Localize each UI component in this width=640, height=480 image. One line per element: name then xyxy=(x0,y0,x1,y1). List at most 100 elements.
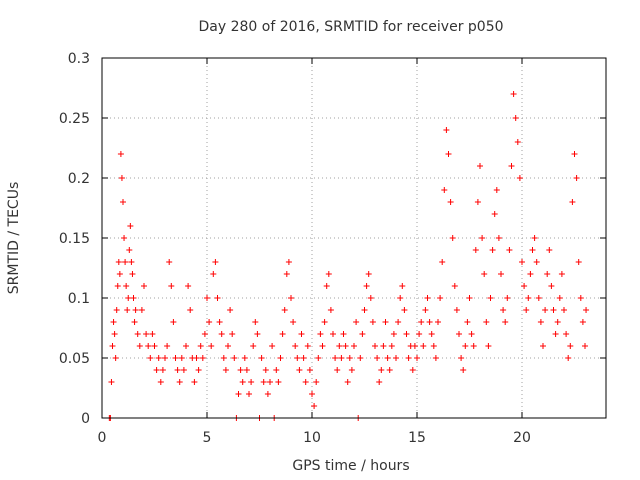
data-point xyxy=(344,379,351,385)
data-point xyxy=(573,175,580,181)
data-point xyxy=(470,343,477,349)
data-point xyxy=(292,343,299,349)
data-point xyxy=(357,355,364,361)
data-point xyxy=(546,247,553,253)
data-point xyxy=(330,331,336,337)
data-point xyxy=(493,187,500,193)
data-point xyxy=(168,283,175,289)
data-point xyxy=(155,355,162,361)
data-point xyxy=(216,319,223,325)
data-point xyxy=(451,283,458,289)
data-point xyxy=(426,319,433,325)
data-point xyxy=(405,355,412,361)
data-point xyxy=(504,295,511,301)
data-point xyxy=(145,343,152,349)
data-point xyxy=(487,295,494,301)
data-point xyxy=(191,379,198,385)
data-point xyxy=(428,331,435,337)
data-point xyxy=(201,331,208,337)
data-point xyxy=(218,331,225,337)
data-point xyxy=(565,355,572,361)
data-point xyxy=(435,319,441,325)
data-point xyxy=(483,319,490,325)
data-point xyxy=(401,307,408,313)
data-point xyxy=(290,319,297,325)
data-point xyxy=(172,355,179,361)
data-point xyxy=(386,367,393,373)
data-point xyxy=(583,307,590,313)
data-point xyxy=(474,199,481,205)
data-point xyxy=(178,355,185,361)
grid-layer xyxy=(102,58,606,418)
data-point xyxy=(569,199,576,205)
data-point xyxy=(222,367,229,373)
data-point xyxy=(112,355,119,361)
data-point xyxy=(460,367,467,373)
data-point xyxy=(204,295,210,301)
data-point xyxy=(502,319,509,325)
x-tick-label: 5 xyxy=(203,430,212,446)
data-point xyxy=(302,379,309,385)
data-point xyxy=(365,271,372,277)
data-point xyxy=(118,175,125,181)
data-point xyxy=(187,307,194,313)
data-point xyxy=(131,319,138,325)
data-point xyxy=(472,247,479,253)
y-tick-label: 0.3 xyxy=(68,51,90,67)
data-point xyxy=(199,355,206,361)
data-point xyxy=(129,271,136,277)
data-point xyxy=(468,331,475,337)
data-point xyxy=(264,391,271,397)
data-point xyxy=(443,127,450,133)
data-point xyxy=(363,283,370,289)
data-point xyxy=(296,367,303,373)
data-point xyxy=(309,391,315,397)
data-point xyxy=(246,391,252,397)
x-axis-label: GPS time / hours xyxy=(292,458,409,474)
y-tick-label: 0.15 xyxy=(59,231,90,247)
data-point xyxy=(479,235,486,241)
data-point xyxy=(529,247,536,253)
data-point xyxy=(117,151,124,157)
data-point xyxy=(449,235,456,241)
y-tick-label: 0.25 xyxy=(59,111,90,127)
data-point xyxy=(491,211,498,217)
data-point xyxy=(111,331,118,337)
data-point xyxy=(239,379,246,385)
x-tick-label: 0 xyxy=(98,430,107,446)
data-point xyxy=(115,259,122,265)
data-point xyxy=(170,319,177,325)
data-point xyxy=(359,331,366,337)
data-point xyxy=(346,355,353,361)
data-point xyxy=(369,319,376,325)
data-point xyxy=(210,271,217,277)
data-point xyxy=(552,331,559,337)
data-point xyxy=(262,367,269,373)
data-point xyxy=(348,367,355,373)
data-point xyxy=(554,319,561,325)
data-point xyxy=(338,355,345,361)
data-point xyxy=(456,331,462,337)
data-point xyxy=(466,295,473,301)
data-point xyxy=(506,247,513,253)
data-point xyxy=(159,367,166,373)
data-point xyxy=(432,355,439,361)
data-point xyxy=(462,343,469,349)
data-point xyxy=(498,271,504,277)
data-point xyxy=(208,343,215,349)
data-point xyxy=(464,319,471,325)
data-point xyxy=(125,295,132,301)
data-point xyxy=(260,379,267,385)
x-tick-label: 15 xyxy=(408,430,426,446)
data-point xyxy=(558,271,565,277)
data-point xyxy=(548,283,555,289)
data-point xyxy=(304,343,311,349)
data-point xyxy=(306,367,313,373)
data-point xyxy=(540,343,546,349)
data-point xyxy=(430,343,437,349)
data-point xyxy=(495,235,502,241)
data-point xyxy=(378,367,385,373)
data-point xyxy=(575,259,582,265)
